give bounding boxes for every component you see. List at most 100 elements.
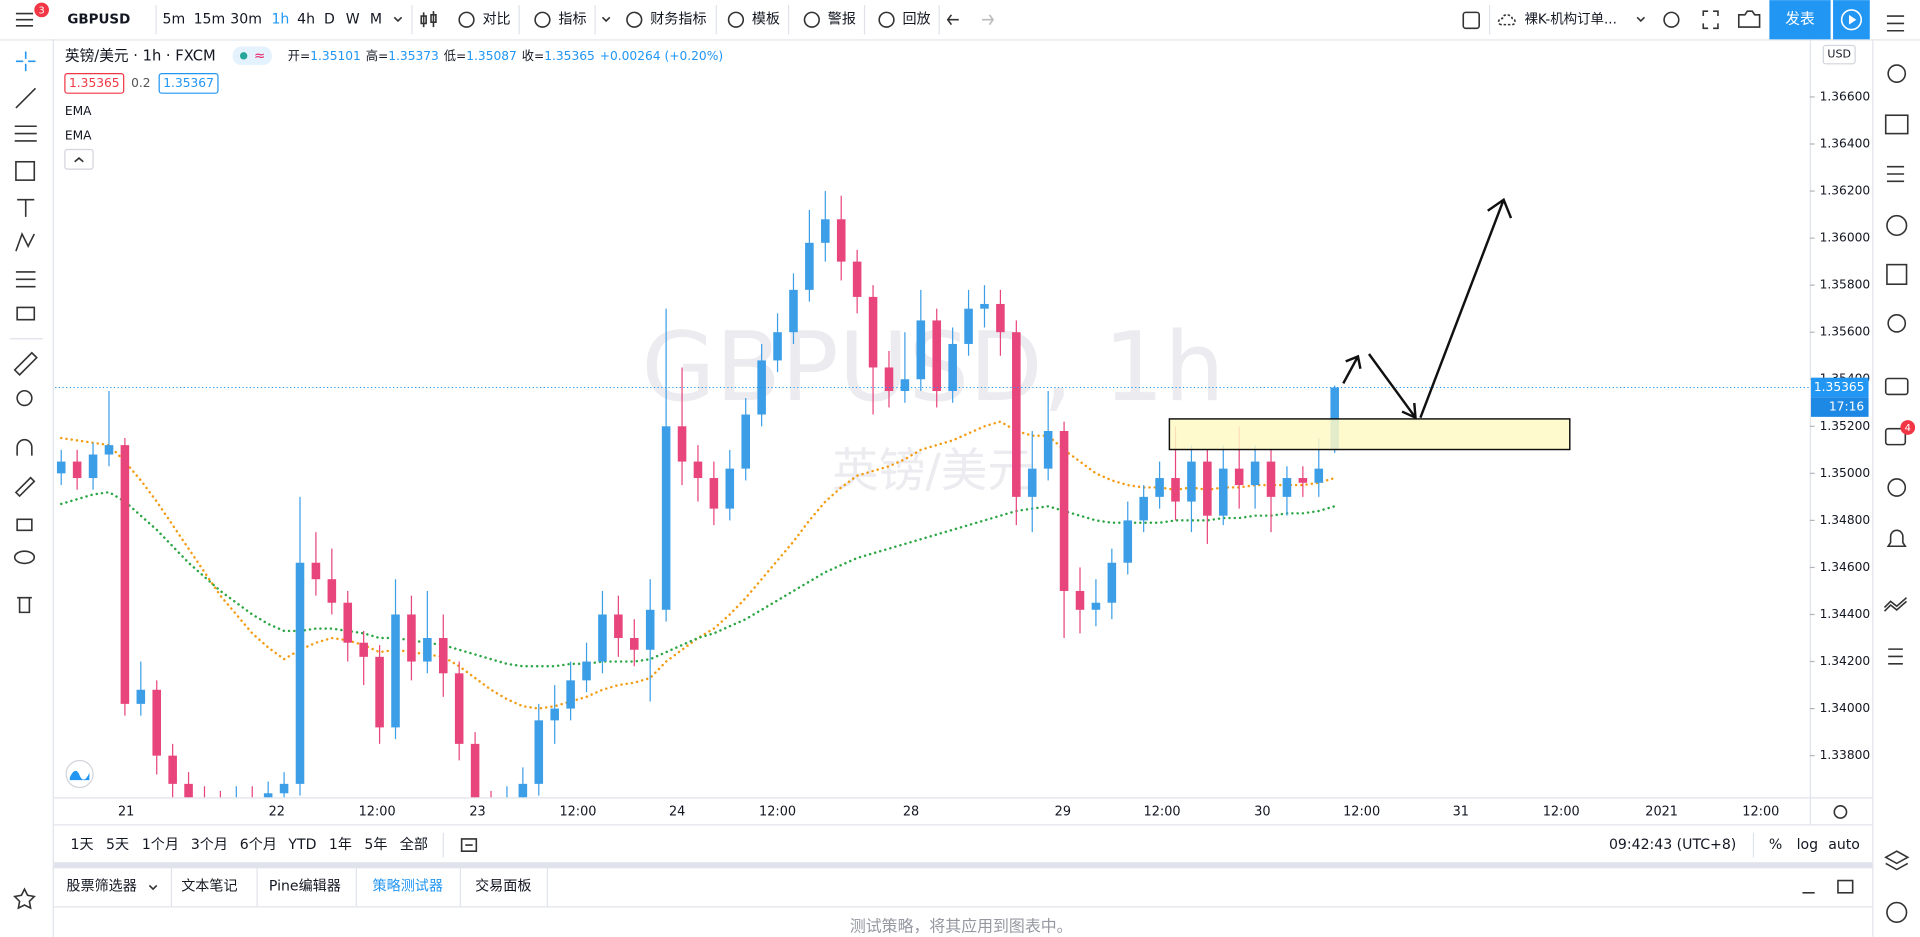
hotlists[interactable] (1886, 214, 1908, 237)
range-button[interactable]: 3个月 (191, 837, 228, 853)
help[interactable] (1886, 901, 1908, 923)
maximize-panel[interactable] (1837, 879, 1854, 894)
indicator-dropdown[interactable] (601, 16, 611, 23)
redo[interactable] (982, 14, 995, 26)
data-window[interactable] (1886, 165, 1905, 183)
scale-option[interactable]: log (1797, 837, 1818, 853)
ruler-tool[interactable] (13, 351, 38, 376)
icon-tool[interactable] (16, 306, 36, 321)
candle-body (693, 461, 703, 479)
interval[interactable]: 30m (230, 12, 262, 28)
scale-option[interactable]: auto (1828, 837, 1860, 853)
toolbar-button[interactable]: 回放 (902, 12, 930, 28)
crosshair-tool[interactable] (15, 51, 36, 72)
x-tick-label: 24 (669, 804, 685, 819)
visibility-tool[interactable] (13, 550, 36, 565)
collapse-button[interactable] (64, 148, 94, 170)
panel-tab[interactable]: Pine编辑器 (269, 879, 341, 895)
news[interactable] (1884, 114, 1909, 135)
toolbar-button[interactable]: 财务指标 (650, 12, 706, 28)
ask: 1.35367 (163, 76, 214, 90)
button-icon (878, 11, 895, 28)
toolbar-button[interactable]: 指标 (558, 12, 586, 28)
panel-tab[interactable]: 文本笔记 (181, 879, 237, 895)
trend-line-tool[interactable] (15, 87, 37, 109)
interval[interactable]: M (370, 12, 382, 28)
range-button[interactable]: 1个月 (142, 837, 179, 853)
x-tick-label: 12:00 (359, 804, 396, 819)
interval[interactable]: 5m (163, 12, 186, 28)
candle-body (916, 320, 926, 380)
zone-box[interactable] (1168, 418, 1571, 451)
layout-dropdown[interactable] (1636, 16, 1646, 23)
checkbox-icon[interactable] (1462, 11, 1480, 30)
range-button[interactable]: 全部 (400, 836, 428, 853)
interval[interactable]: 4h (297, 12, 315, 28)
pattern-tool[interactable] (15, 231, 35, 252)
menu-button[interactable]: 3 (15, 2, 49, 27)
interval[interactable]: 1h (271, 12, 289, 28)
candle-body (996, 303, 1005, 333)
delete-tool[interactable] (17, 596, 32, 614)
drawing-mode-tool[interactable] (14, 476, 36, 498)
chats[interactable] (1884, 377, 1909, 396)
watchlist[interactable] (1886, 15, 1905, 32)
change: +0.00264 (+0.20%) (600, 49, 723, 63)
toolbar-button[interactable]: 对比 (482, 12, 510, 28)
messages[interactable] (1884, 427, 1907, 446)
logo-button[interactable] (65, 759, 94, 789)
panel-tab[interactable]: 股票筛选器 (66, 879, 136, 895)
interval[interactable]: D (324, 12, 335, 28)
magnet-tool[interactable] (16, 439, 33, 456)
object-tree[interactable] (1888, 648, 1903, 665)
calendar[interactable] (1886, 263, 1908, 286)
layers[interactable] (1884, 850, 1910, 871)
indicator[interactable]: EMA (65, 104, 92, 118)
y-tick-label: 1.34000 (1820, 701, 1871, 715)
arrow-down[interactable] (1367, 353, 1417, 420)
candle-body (836, 219, 846, 262)
watermark-name: 英镑/美元 (832, 444, 1034, 498)
fullscreen-icon[interactable] (1702, 10, 1719, 30)
range-button[interactable]: 1年 (329, 837, 352, 853)
scale-option[interactable]: % (1769, 837, 1782, 853)
interval[interactable]: 15m (194, 12, 226, 28)
prediction-tool[interactable] (15, 271, 36, 288)
alerts[interactable] (1887, 64, 1907, 83)
indicator[interactable]: EMA (65, 129, 92, 143)
range-button[interactable]: 6个月 (240, 837, 277, 853)
range-button[interactable]: 5年 (364, 837, 387, 853)
shape-tool[interactable] (15, 160, 36, 181)
text-tool[interactable] (17, 198, 35, 217)
favorites[interactable] (13, 887, 36, 910)
camera-icon[interactable] (1737, 10, 1761, 28)
toolbar-button[interactable]: 警报 (828, 12, 856, 28)
axis-settings[interactable] (1833, 805, 1848, 819)
panel-tab[interactable]: 策略测试器 (373, 878, 443, 895)
ideas[interactable] (1887, 314, 1907, 333)
date-range-icon[interactable] (460, 838, 478, 852)
trading[interactable] (1883, 597, 1908, 612)
symbol[interactable]: GBPUSD (67, 13, 130, 28)
interval-dropdown[interactable] (393, 16, 403, 23)
lock-tool[interactable] (16, 518, 33, 532)
settings-icon[interactable] (1663, 11, 1680, 28)
panel-tab[interactable]: 交易面板 (475, 878, 531, 895)
range-button[interactable]: 1天 (71, 837, 94, 853)
notifications[interactable] (1886, 529, 1907, 548)
fib-tool[interactable] (14, 125, 37, 142)
arrow-up-small[interactable] (1342, 354, 1362, 384)
tab-dropdown[interactable] (148, 884, 158, 891)
range-button[interactable]: YTD (287, 837, 316, 853)
range-button[interactable]: 5天 (106, 837, 129, 853)
toolbar-button[interactable]: 模板 (752, 12, 780, 28)
publish-button[interactable] (1769, 0, 1831, 40)
undo[interactable] (946, 14, 959, 26)
y-tick-label: 1.36200 (1820, 184, 1871, 198)
interval[interactable]: W (346, 12, 360, 28)
zoom-tool[interactable] (16, 389, 33, 407)
tips[interactable] (1887, 478, 1907, 497)
chart-type-icon[interactable] (420, 11, 437, 28)
arrow-up-large[interactable] (1419, 197, 1513, 419)
layout-name[interactable]: 裸K-机构订单... (1524, 12, 1616, 28)
